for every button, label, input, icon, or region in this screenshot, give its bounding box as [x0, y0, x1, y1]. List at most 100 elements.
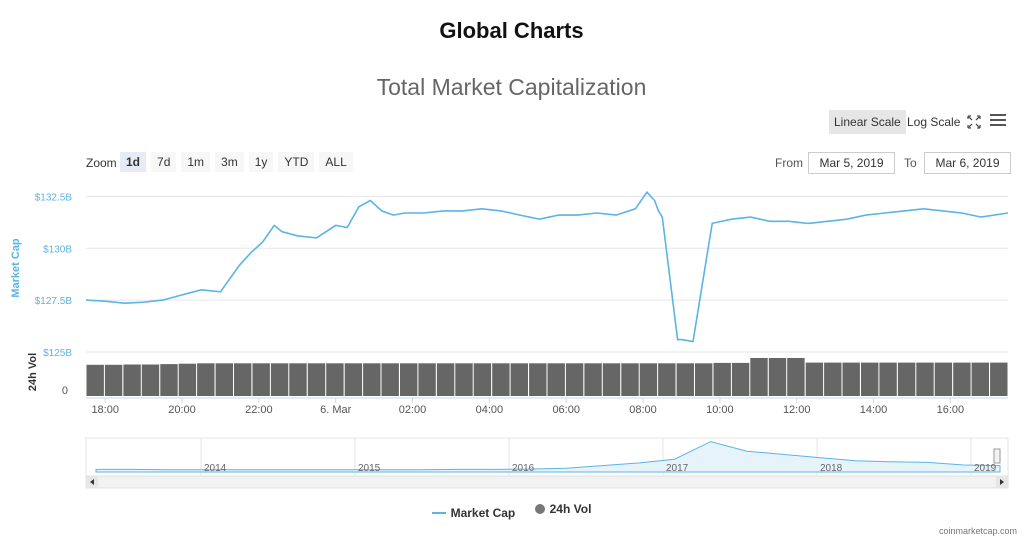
volume-bar [842, 362, 860, 396]
volume-bar [934, 362, 953, 396]
x-tick-label-10: 14:00 [860, 404, 888, 416]
range-button-1y[interactable]: 1y [248, 152, 274, 172]
y-axis-ticks: $125B $127.5B $130B $132.5B [35, 192, 73, 359]
volume-bar [160, 364, 178, 396]
volume-bar [990, 362, 1008, 396]
volume-bars [86, 358, 1008, 396]
volume-bar [178, 363, 197, 396]
volume-bar [639, 363, 658, 396]
volume-bar [676, 363, 694, 396]
volume-bar [971, 362, 989, 396]
navigator-handle[interactable] [993, 448, 1001, 464]
line-swatch-icon [431, 512, 446, 514]
legend-item-market-cap[interactable]: Market Cap [431, 506, 516, 520]
scroll-right-icon [1000, 479, 1004, 485]
x-tick-label-4: 02:00 [399, 404, 427, 416]
to-date-input[interactable]: Mar 6, 2019 [924, 152, 1011, 174]
range-button-3m[interactable]: 3m [215, 152, 244, 172]
y-axis-label: Market Cap [10, 238, 22, 298]
volume-bar [713, 362, 731, 396]
range-button-1m[interactable]: 1m [181, 152, 211, 172]
navigator-scrollbar[interactable] [85, 475, 1009, 489]
volume-bar [529, 363, 547, 396]
x-tick-label-1: 20:00 [168, 404, 196, 416]
range-button-7d[interactable]: 7d [151, 152, 177, 172]
zoom-label: Zoom [86, 156, 117, 170]
volume-bar [621, 363, 639, 396]
volume-bar [510, 363, 528, 396]
x-tick-label-7: 08:00 [629, 404, 657, 416]
volume-bar [418, 363, 436, 396]
grid-layer [86, 195, 1008, 399]
volume-bar [602, 363, 621, 396]
volume-bar [123, 364, 141, 396]
legend-label-vol: 24h Vol [549, 502, 592, 516]
navigator-label-0: 2014 [204, 463, 227, 474]
volume-bar [400, 363, 418, 396]
x-axis-ticks: 18:00 20:00 22:00 6. Mar 02:00 04:00 06:00 08:0… [91, 398, 964, 416]
x-tick-label-9: 12:00 [783, 404, 811, 416]
from-label: From [775, 156, 803, 170]
volume-bar [234, 363, 252, 396]
credit-link[interactable]: coinmarketcap.com [938, 526, 1017, 536]
navigator-area [95, 441, 1001, 473]
navigator-label-2: 2016 [512, 463, 535, 474]
from-date-input[interactable]: Mar 5, 2019 [808, 152, 895, 174]
y-tick-label-0: $125B [43, 348, 72, 359]
navigator-label-4: 2018 [820, 463, 843, 474]
vol-axis-label: 24h Vol [27, 353, 39, 391]
volume-bar [104, 364, 123, 396]
volume-bar [916, 362, 934, 396]
volume-bar [252, 363, 270, 396]
volume-bar [141, 364, 160, 396]
volume-bar [307, 363, 326, 396]
menu-icon[interactable] [990, 114, 1006, 128]
page-title: Global Charts [439, 18, 584, 43]
volume-bar [86, 364, 104, 396]
navigator-label-3: 2017 [666, 463, 689, 474]
navigator[interactable]: 2014 2015 2016 2017 2018 2019 [85, 437, 1009, 489]
to-label: To [904, 156, 917, 170]
range-button-ytd[interactable]: YTD [278, 152, 315, 172]
navigator-label-1: 2015 [358, 463, 381, 474]
volume-bar [750, 358, 768, 396]
chart-title: Total Market Capitalization [376, 74, 647, 100]
volume-bar [768, 358, 787, 396]
volume-bar [270, 363, 289, 396]
fullscreen-icon[interactable] [967, 115, 981, 129]
x-tick-label-2: 22:00 [245, 404, 273, 416]
volume-bar [805, 362, 824, 396]
volume-bar [953, 362, 971, 396]
y-tick-label-1: $127.5B [35, 296, 73, 307]
linear-scale-button[interactable]: Linear Scale [829, 110, 906, 134]
volume-bar [731, 362, 750, 396]
volume-bar [289, 363, 307, 396]
volume-bar [363, 363, 381, 396]
x-tick-label-3: 6. Mar [320, 404, 352, 416]
volume-bar [436, 363, 455, 396]
volume-bar [197, 363, 215, 396]
volume-bar [861, 362, 879, 396]
x-tick-label-8: 10:00 [706, 404, 734, 416]
volume-bar [455, 363, 473, 396]
range-button-1d[interactable]: 1d [120, 152, 147, 172]
volume-bar [473, 363, 492, 396]
log-scale-button[interactable]: Log Scale [907, 115, 961, 129]
volume-bar [326, 363, 344, 396]
range-button-all[interactable]: ALL [319, 152, 353, 172]
x-tick-label-5: 04:00 [476, 404, 504, 416]
dot-swatch-icon [534, 504, 545, 514]
volume-bar [695, 363, 713, 396]
volume-bar [787, 358, 805, 396]
navigator-label-5: 2019 [974, 463, 997, 474]
vol-axis-zero: 0 [62, 385, 68, 397]
volume-bar [215, 363, 233, 396]
x-tick-label-0: 18:00 [91, 404, 119, 416]
volume-bar [344, 363, 363, 396]
y-tick-label-3: $132.5B [35, 192, 73, 203]
volume-bar [879, 362, 897, 396]
legend: Market Cap 24h Vol [0, 502, 1023, 520]
legend-item-vol[interactable]: 24h Vol [534, 502, 592, 516]
legend-label-market-cap: Market Cap [450, 506, 516, 520]
